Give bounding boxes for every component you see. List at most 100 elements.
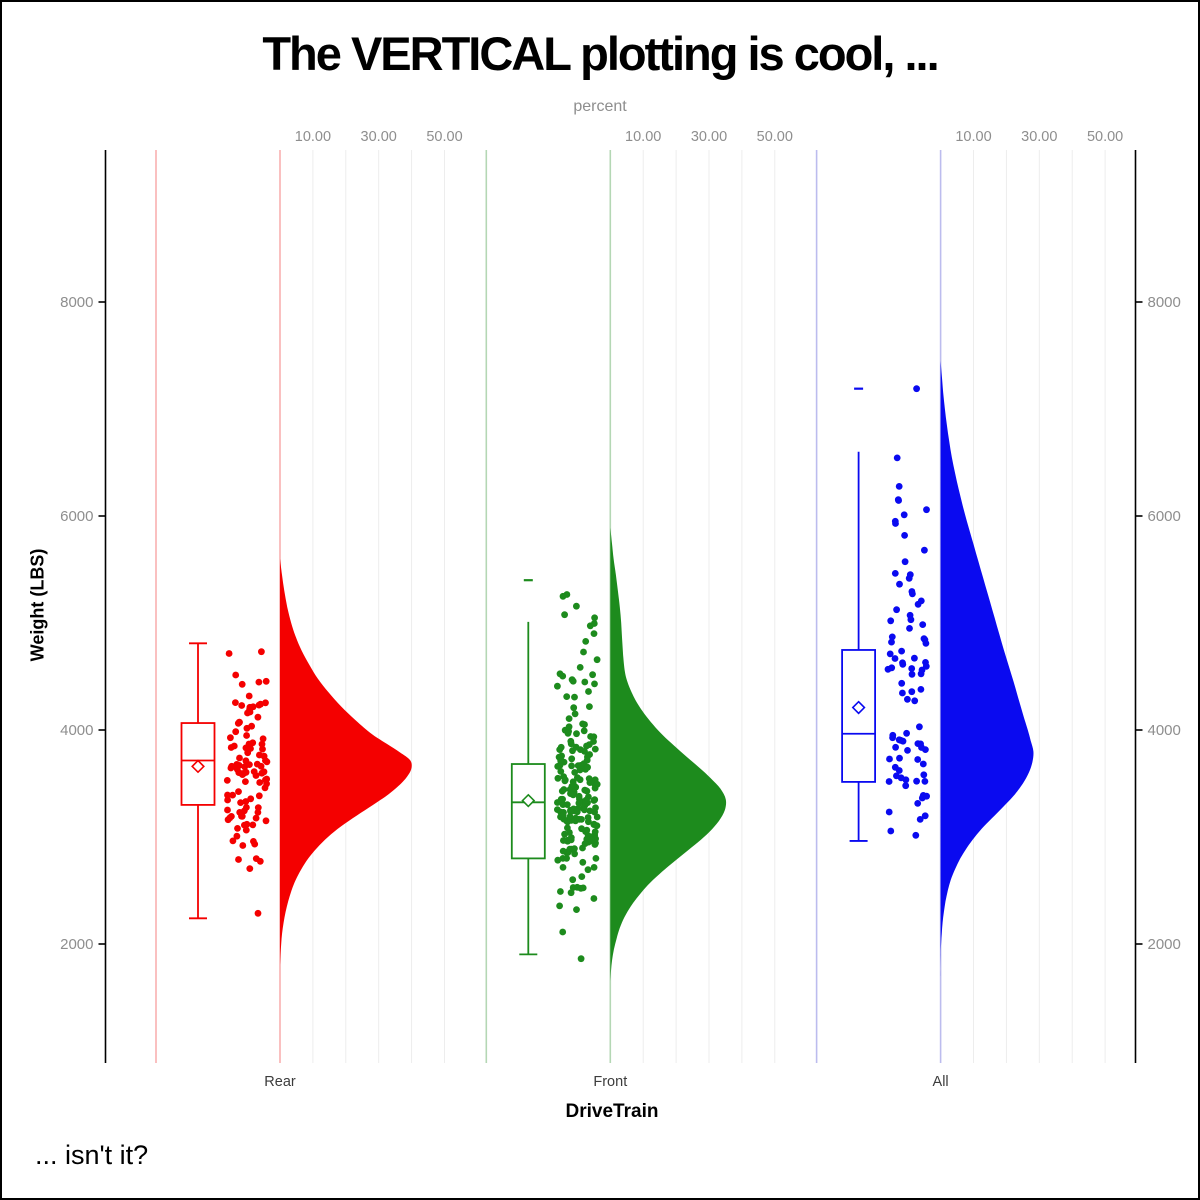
jitter-point-rear [236,718,243,726]
jitter-point-rear [256,751,263,759]
jitter-point-front [577,884,585,892]
jitter-point-all [913,385,920,393]
jitter-point-front [592,804,599,812]
jitter-point-front [584,763,591,771]
jitter-point-all [887,617,895,625]
jitter-point-all [884,665,892,673]
jitter-point-all [896,580,903,588]
jitter-point-front [557,757,565,765]
jitter-point-all [898,647,905,655]
jitter-point-front [583,756,591,764]
jitter-point-front [560,837,567,844]
jitter-point-all [922,640,930,647]
jitter-point-front [590,895,598,902]
jitter-point-rear [253,760,261,768]
jitter-point-rear [242,798,250,805]
jitter-point-rear [235,788,242,795]
jitter-point-all [893,454,901,462]
jitter-point-front [565,723,573,731]
jitter-point-front [573,602,580,610]
percent-tick-label: 30.00 [361,129,397,145]
x-axis-title: DriveTrain [565,1101,659,1122]
jitter-point-front [573,730,580,738]
footnote: ... isn't it? [35,1140,149,1170]
jitter-point-front [590,630,598,637]
jitter-point-all [891,570,899,577]
jitter-point-front [567,737,575,745]
jitter-point-rear [229,837,237,845]
jitter-point-rear [235,856,242,863]
jitter-point-front [559,847,567,855]
jitter-point-all [885,778,893,785]
jitter-point-front [569,791,577,799]
jitter-point-front [561,830,568,838]
jitter-point-all [920,771,928,779]
jitter-point-front [557,743,565,751]
jitter-point-all [911,697,919,705]
jitter-point-front [591,828,599,836]
jitter-point-rear [224,791,231,799]
jitter-point-front [569,884,577,891]
jitter-point-front [563,854,570,862]
jitter-point-front [580,727,588,735]
jitter-point-all [888,633,896,641]
jitter-point-rear [249,739,257,747]
mean-diamond-front [521,793,536,808]
jitter-point-all [899,661,907,668]
jitter-point-front [584,814,592,821]
jitter-point-all [923,792,930,800]
jitter-point-rear [238,680,246,688]
jitter-point-front [591,680,598,688]
jitter-point-front [589,671,596,679]
jitter-point-all [903,729,910,737]
jitter-point-all [901,558,909,566]
jitter-point-front [567,834,575,841]
jitter-point-all [887,827,895,835]
jitter-point-front [586,779,594,786]
chart-title: The VERTICAL plotting is cool, ... [262,27,939,80]
jitter-point-front [559,928,567,936]
jitter-point-rear [250,838,257,845]
jitter-point-all [902,776,910,784]
jitter-point-rear [252,814,260,822]
percent-tick-label: 30.00 [691,129,727,145]
jitter-point-front [571,769,579,776]
jitter-point-rear [246,865,254,872]
jitter-point-all [916,723,923,731]
jitter-point-front [582,796,590,804]
jitter-point-front [556,902,563,910]
jitter-point-all [901,532,908,539]
jitter-point-all [908,688,916,696]
jitter-point-front [573,808,581,816]
jitter-point-front [593,656,601,664]
jitter-point-front [590,733,598,741]
violin-rear [280,558,412,966]
violin-front [610,527,727,982]
jitter-point-all [921,778,929,785]
jitter-point-rear [236,754,243,762]
jitter-point-rear [254,713,262,721]
jitter-point-rear [237,799,245,806]
percent-tick-label: 30.00 [1021,129,1057,145]
jitter-point-all [889,734,896,742]
jitter-point-rear [255,792,263,800]
jitter-point-front [581,806,588,814]
jitter-point-front [576,664,584,671]
jitter-point-front [582,787,590,794]
jitter-point-all [912,831,920,839]
jitter-point-front [582,638,590,645]
jitter-point-rear [258,769,266,777]
jitter-point-front [558,787,566,795]
jitter-point-all [911,654,918,662]
jitter-point-all [892,743,899,751]
jitter-point-rear [243,724,251,732]
jitter-point-front [568,762,575,770]
percent-tick-label: 50.00 [757,129,793,145]
jitter-point-front [568,755,576,763]
jitter-point-rear [259,735,267,743]
jitter-point-rear [256,779,264,786]
jitter-point-front [581,678,589,686]
jitter-point-rear [246,706,254,714]
jitter-point-rear [227,734,234,742]
